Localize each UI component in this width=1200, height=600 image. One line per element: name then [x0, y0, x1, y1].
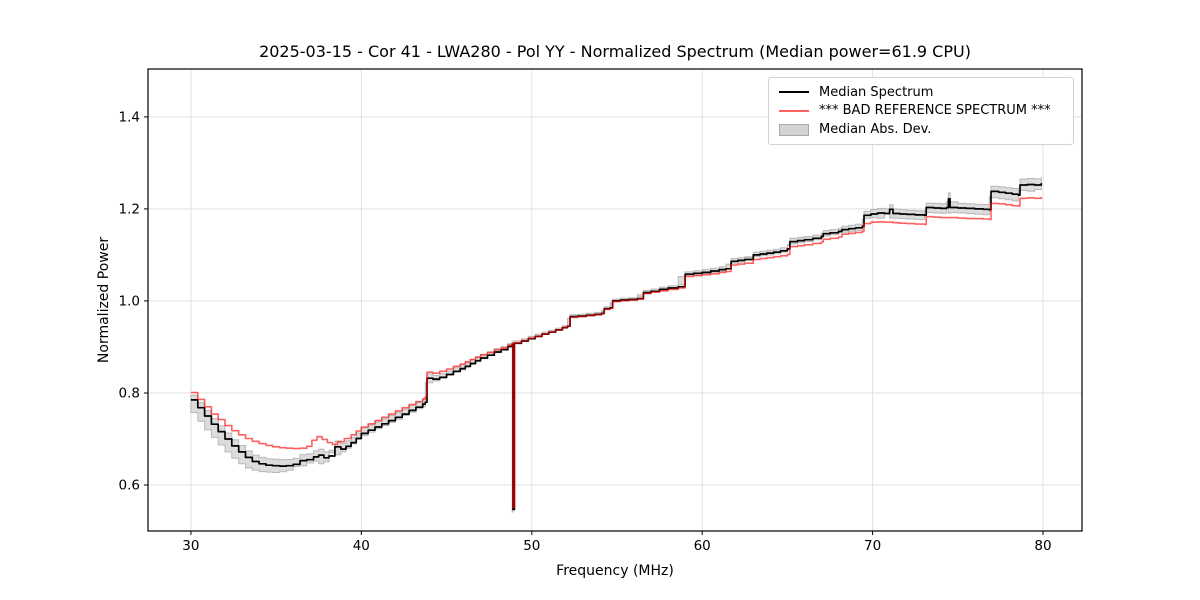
- mad-band-swatch: [779, 123, 809, 136]
- y-tick-label: 0.6: [119, 478, 140, 494]
- mad-band: [190, 176, 1042, 513]
- x-tick-label: 40: [353, 538, 370, 554]
- bad-reference-line-swatch: [779, 109, 809, 112]
- y-tick-label: 0.8: [119, 386, 140, 402]
- y-tick-label: 1.0: [119, 293, 140, 309]
- x-axis-label: Frequency (MHz): [556, 563, 674, 579]
- y-axis-label: Normalized Power: [96, 236, 112, 364]
- x-tick-label: 80: [1034, 538, 1051, 554]
- legend-label: *** BAD REFERENCE SPECTRUM ***: [819, 103, 1051, 119]
- x-tick-label: 30: [182, 538, 199, 554]
- x-tick-label: 60: [694, 538, 711, 554]
- bad-reference-line: [190, 196, 1043, 509]
- legend-label: Median Abs. Dev.: [819, 122, 932, 138]
- legend-label: Median Spectrum: [819, 84, 934, 100]
- chart-title: 2025-03-15 - Cor 41 - LWA280 - Pol YY - …: [259, 42, 971, 61]
- x-tick-label: 50: [523, 538, 540, 554]
- axes-frame: [147, 68, 1083, 532]
- median-spectrum-line-swatch: [779, 91, 809, 94]
- legend: Median Spectrum *** BAD REFERENCE SPECTR…: [768, 77, 1074, 145]
- y-tick-label: 1.2: [119, 201, 140, 217]
- legend-entry-median-spectrum: Median Spectrum: [779, 83, 1063, 101]
- y-tick-label: 1.4: [119, 109, 140, 125]
- legend-entry-median-abs-dev: Median Abs. Dev.: [779, 121, 1063, 139]
- x-tick-label: 70: [864, 538, 881, 554]
- legend-entry-bad-reference: *** BAD REFERENCE SPECTRUM ***: [779, 102, 1063, 120]
